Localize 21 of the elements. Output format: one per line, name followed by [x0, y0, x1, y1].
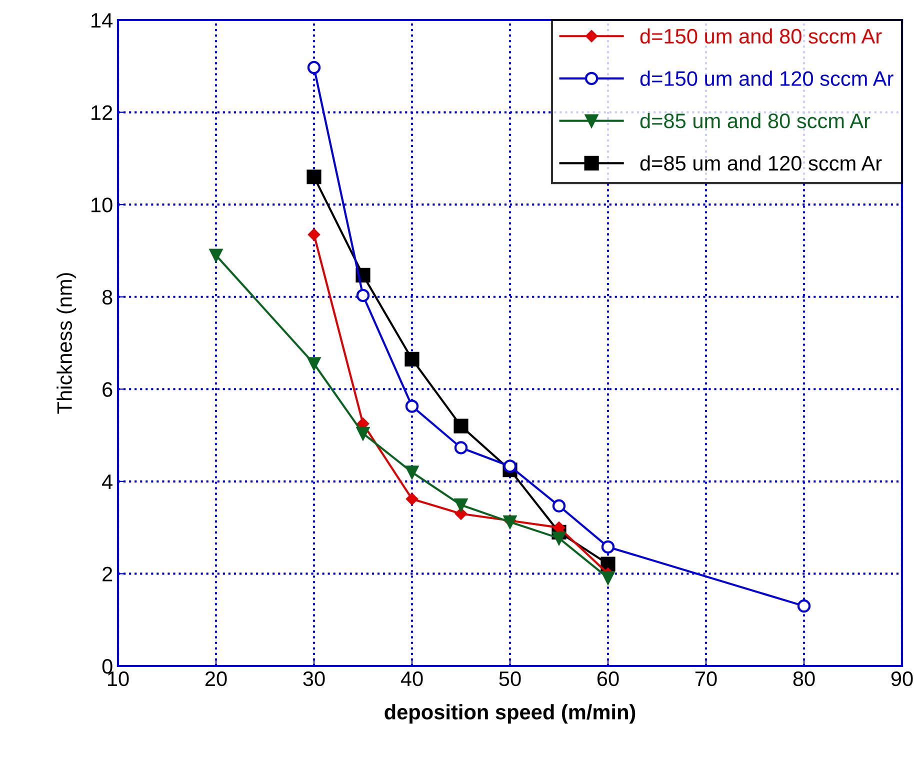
y-tick-label: 14 — [92, 13, 113, 28]
y-tick-label: 6 — [102, 382, 112, 397]
legend-label: d=150 um and 80 sccm Ar — [640, 28, 882, 44]
legend-label: d=150 um and 120 sccm Ar — [640, 70, 894, 86]
x-tick-label: 50 — [499, 671, 521, 686]
legend-label: d=85 um and 80 sccm Ar — [640, 113, 870, 128]
legend-label: d=85 um and 120 sccm Ar — [640, 155, 882, 171]
y-tick-label: 2 — [102, 566, 112, 582]
x-axis-title: deposition speed (m/min) — [384, 704, 636, 724]
y-axis-title: Thickness (nm) — [56, 273, 76, 414]
y-tick-label: 8 — [102, 290, 112, 305]
y-tick-label: 10 — [92, 198, 112, 212]
y-tick-label: 12 — [92, 105, 112, 120]
x-tick-label: 40 — [400, 671, 423, 686]
x-tick-label: 60 — [597, 671, 619, 686]
x-tick-label: 90 — [891, 671, 913, 686]
x-tick-label: 30 — [303, 671, 325, 686]
x-tick-label: 20 — [205, 671, 227, 686]
x-tick-label: 80 — [793, 671, 815, 686]
x-tick-label: 70 — [695, 671, 717, 686]
y-tick-label: 4 — [102, 474, 113, 489]
